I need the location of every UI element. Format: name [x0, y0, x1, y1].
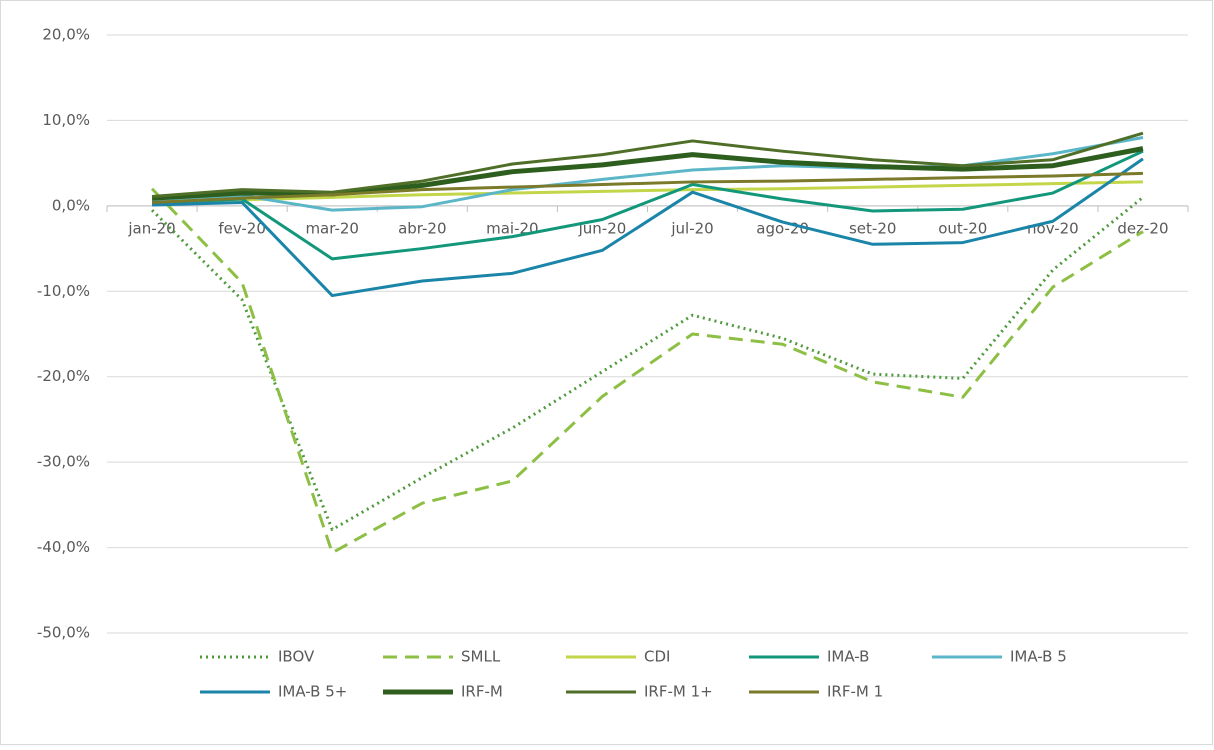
legend-label: SMLL — [461, 648, 501, 666]
x-tick-label: set-20 — [849, 219, 896, 237]
series-line — [151, 149, 1144, 261]
series-line — [151, 131, 1144, 198]
x-tick-label: jan-20 — [127, 219, 175, 237]
legend-label: IMA-B 5 — [1010, 648, 1067, 666]
y-tick-label: -30,0% — [37, 453, 90, 471]
y-tick-label: 10,0% — [42, 111, 90, 129]
y-tick-label: 20,0% — [42, 26, 90, 44]
x-tick-label: mai-20 — [486, 219, 538, 237]
y-tick-label: -20,0% — [37, 367, 90, 385]
series-line — [151, 157, 1144, 298]
series-line — [151, 171, 1144, 204]
legend-label: IRF-M — [461, 683, 503, 701]
y-tick-label: -50,0% — [37, 624, 90, 642]
y-tick-label: 0,0% — [52, 196, 90, 214]
legend-label: IBOV — [278, 648, 315, 666]
legend-label: IRF-M 1 — [827, 683, 883, 701]
series-line — [151, 146, 1144, 201]
x-tick-label: dez-20 — [1117, 219, 1168, 237]
x-tick-label: jun-20 — [578, 219, 627, 237]
y-tick-label: -10,0% — [37, 282, 90, 300]
legend-label: IMA-B 5+ — [278, 683, 347, 701]
legend-label: IRF-M 1+ — [644, 683, 713, 701]
x-tick-label: jul-20 — [670, 219, 713, 237]
x-tick-label: abr-20 — [398, 219, 446, 237]
x-tick-label: mar-20 — [305, 219, 359, 237]
x-tick-label: fev-20 — [218, 219, 265, 237]
legend-label: IMA-B — [827, 648, 869, 666]
series-line — [150, 187, 1144, 555]
legend-label: CDI — [644, 648, 670, 666]
x-tick-label: out-20 — [938, 219, 987, 237]
series-line — [151, 180, 1143, 204]
y-tick-label: -40,0% — [37, 538, 90, 556]
